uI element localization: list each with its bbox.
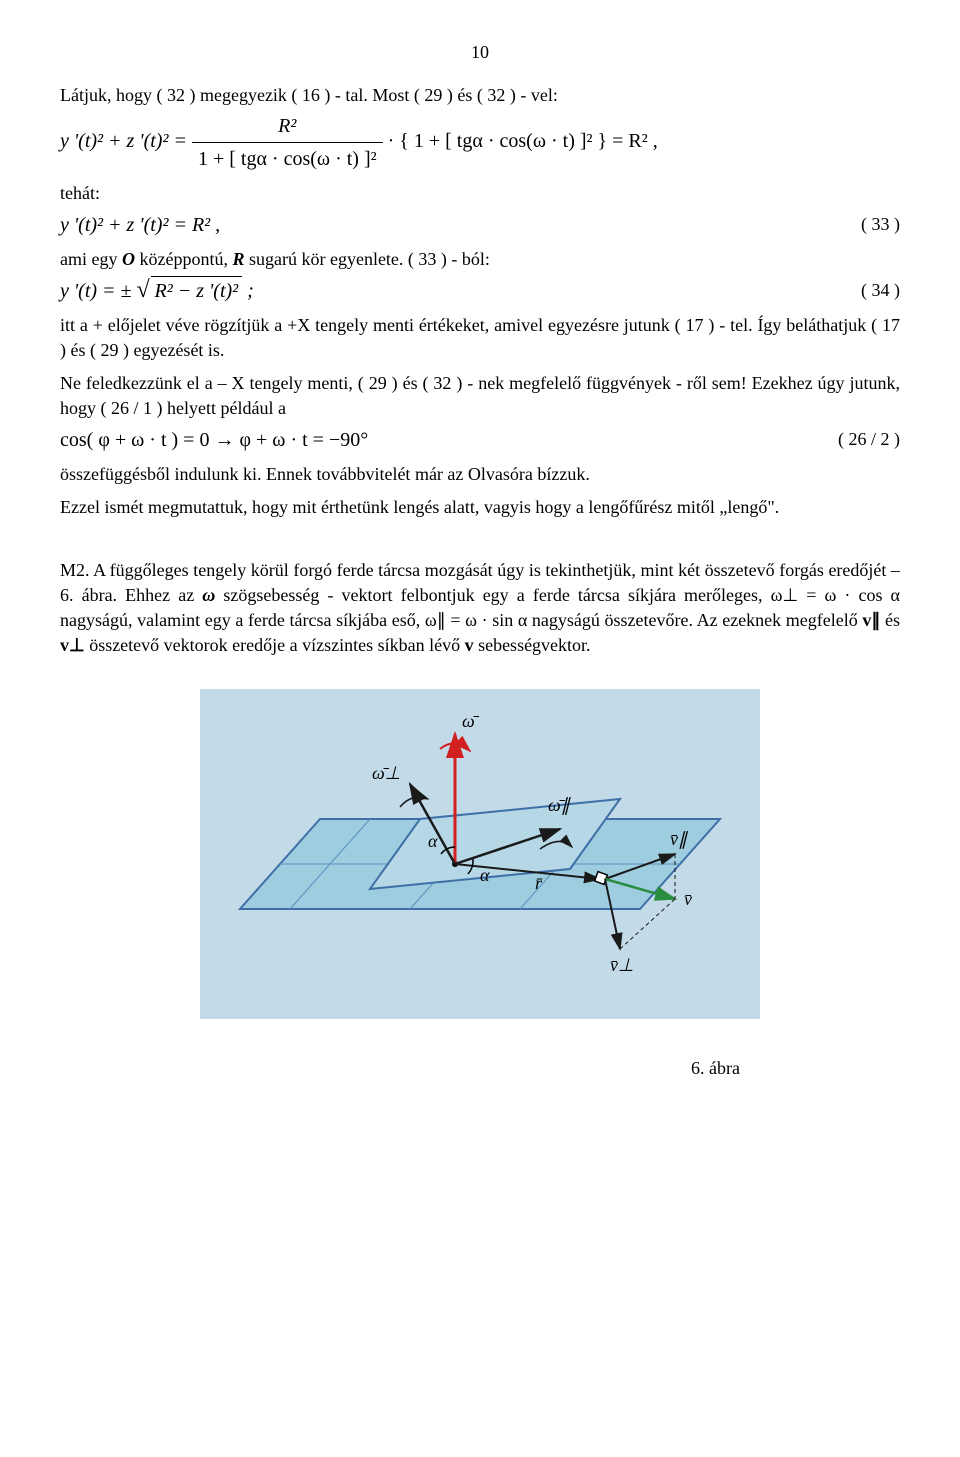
equation-33: y '(t)² + z '(t)² = R² , ( 33 ) [60,211,900,239]
eq1-denominator: 1 + [ tgα · cos(ω · t) ]² [192,143,383,173]
p8-b: szögsebesség - vektort felbontjuk egy a … [215,585,770,605]
v-perp: v⊥ [60,635,85,655]
radius-R: R [232,249,244,269]
eq34-number: ( 34 ) [820,278,900,303]
page-number: 10 [60,40,900,65]
svg-text:α: α [428,831,438,851]
paragraph-7: Ezzel ismét megmutattuk, hogy mit érthet… [60,495,900,520]
eq34-sqrt: R² − z '(t)² [137,276,243,305]
paragraph-m2: M2. A függőleges tengely körül forgó fer… [60,558,900,659]
p8-d: nagyságú összetevőre. Az ezeknek megfele… [527,610,862,630]
eq262-number: ( 26 / 2 ) [820,427,900,452]
therefore-text: tehát: [60,181,900,206]
eq1-lhs: y '(t)² + z '(t)² = [60,130,192,152]
p8-f: összetevő vektorok eredője a vízszintes … [85,635,465,655]
svg-text:α: α [480,865,490,885]
eq1-rhs: · { 1 + [ tgα · cos(ω · t) ]² } = R² , [388,130,658,152]
p3-b: középpontú, [135,249,232,269]
eq33-body: y '(t)² + z '(t)² = R² , [60,211,820,239]
paragraph-4: itt a + előjelet véve rögzítjük a +X ten… [60,313,900,363]
figure-6-caption: 6. ábra [60,1056,900,1081]
svg-text:v̄∥: v̄∥ [670,829,689,849]
eq-omega-par: ω∥ = ω · sin α [425,610,527,630]
eq34-radicand: R² − z '(t)² [151,276,243,305]
equation-34: y '(t) = ± R² − z '(t)² ; ( 34 ) [60,276,900,305]
origin-O: O [122,249,135,269]
eq34-suffix: ; [247,280,254,302]
eq1-numerator: R² [192,112,383,143]
p3-c: sugarú kör egyenlete. ( 33 ) - ból: [244,249,489,269]
p3-a: ami egy [60,249,122,269]
v-bold: v [465,635,474,655]
paragraph-6: összefüggésből indulunk ki. Ennek tovább… [60,462,900,487]
p8-e: és [880,610,900,630]
figure-6-svg: ω̄ ω̄⊥ ω̄∥ r̄ α α v̄∥ v̄ v̄⊥ [200,689,760,1019]
eq1-fraction: R² 1 + [ tgα · cos(ω · t) ]² [192,112,383,173]
eq33-number: ( 33 ) [820,212,900,237]
figure-6: ω̄ ω̄⊥ ω̄∥ r̄ α α v̄∥ v̄ v̄⊥ [60,689,900,1026]
equation-26-2: cos( φ + ω · t ) = 0 → φ + ω · t = −90° … [60,426,900,454]
intro-paragraph: Látjuk, hogy ( 32 ) megegyezik ( 16 ) - … [60,83,900,108]
paragraph-3: ami egy O középpontú, R sugarú kör egyen… [60,247,900,272]
equation-1: y '(t)² + z '(t)² = R² 1 + [ tgα · cos(ω… [60,112,900,173]
paragraph-5: Ne feledkezzünk el a – X tengely menti, … [60,371,900,421]
svg-text:v̄⊥: v̄⊥ [610,955,634,975]
omega-bold: ω [202,585,215,605]
svg-text:ω̄⊥: ω̄⊥ [372,763,400,783]
eq-omega-perp: ω⊥ = ω · cos α [771,585,900,605]
svg-text:r̄: r̄ [535,873,543,893]
svg-text:v̄: v̄ [684,889,692,909]
v-par: v∥ [862,610,880,630]
p8-g: sebességvektor. [474,635,591,655]
svg-text:ω̄∥: ω̄∥ [548,795,572,815]
p8-c: nagyságú, valamint egy a ferde tárcsa sí… [60,610,425,630]
eq34-prefix: y '(t) = ± [60,280,137,302]
eq262-body: cos( φ + ω · t ) = 0 → φ + ω · t = −90° [60,426,820,454]
